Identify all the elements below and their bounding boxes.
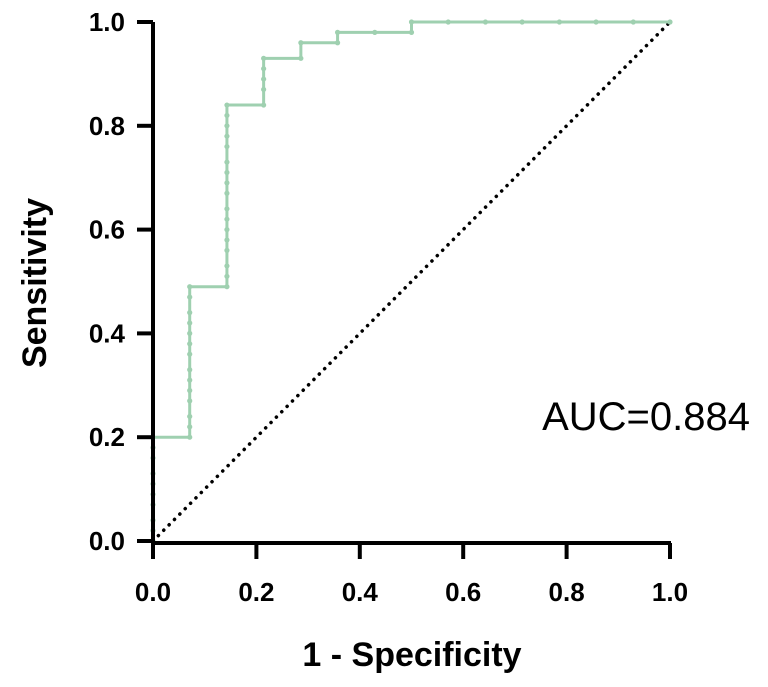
roc-point [187, 377, 193, 383]
roc-point [593, 19, 599, 25]
roc-point [298, 40, 304, 46]
roc-point [224, 263, 230, 269]
x-tick-label: 0.8 [549, 577, 585, 607]
x-tick-label: 0.6 [445, 577, 481, 607]
roc-point [224, 216, 230, 222]
roc-point [667, 19, 673, 25]
y-tick-label: 0.0 [89, 526, 125, 556]
roc-point [224, 123, 230, 129]
x-tick-label: 0.4 [342, 577, 379, 607]
roc-point [298, 55, 304, 61]
roc-point [445, 19, 451, 25]
roc-point [408, 19, 415, 25]
roc-point [224, 273, 230, 279]
roc-point [519, 19, 525, 25]
roc-point [187, 424, 193, 430]
roc-point [334, 29, 341, 35]
auc-annotation: AUC=0.884 [542, 395, 750, 439]
x-axis-title: 1 - Specificity [302, 636, 521, 674]
roc-point [224, 284, 230, 290]
roc-point [224, 133, 230, 139]
y-tick-label: 0.8 [89, 111, 125, 141]
roc-point [261, 55, 267, 61]
x-tick-label: 0.0 [135, 577, 171, 607]
roc-point [187, 351, 193, 357]
roc-point [224, 237, 230, 243]
roc-point [187, 367, 193, 373]
roc-point [187, 434, 193, 440]
roc-point [187, 387, 193, 394]
roc-point [187, 320, 193, 326]
roc-curve-line [151, 20, 670, 541]
roc-point [224, 159, 230, 165]
roc-point [224, 143, 230, 150]
roc-point [224, 180, 230, 186]
roc-point [630, 19, 636, 25]
y-axis-title: Sensitivity [16, 198, 54, 368]
roc-point [187, 310, 193, 316]
roc-point [224, 169, 230, 176]
roc-point [261, 86, 267, 93]
reference-diagonal-line [151, 20, 672, 543]
roc-point [187, 398, 193, 404]
roc-point [187, 341, 193, 347]
roc-point [261, 76, 267, 82]
roc-point [224, 190, 230, 196]
roc-point [408, 29, 415, 35]
roc-point [224, 227, 230, 233]
axis-ticks: 0.0 0.2 0.4 0.6 0.8 1.0 0.0 0.2 0.4 0.6 0.8 1.0 [89, 7, 688, 607]
roc-point [334, 40, 341, 46]
roc-point [556, 19, 562, 25]
plot-area [150, 19, 673, 544]
roc-point [224, 112, 230, 119]
roc-point [224, 206, 230, 212]
roc-point [372, 29, 378, 35]
x-tick-label: 0.2 [238, 577, 274, 607]
roc-point [224, 247, 230, 253]
y-tick-label: 0.4 [89, 318, 126, 348]
roc-point [187, 330, 193, 336]
roc-point [187, 284, 193, 290]
y-tick-label: 1.0 [89, 7, 125, 37]
roc-point [482, 19, 489, 25]
roc-point [261, 66, 267, 72]
x-tick-label: 1.0 [652, 577, 688, 607]
roc-point [187, 413, 193, 420]
roc-point [187, 294, 193, 300]
y-tick-label: 0.6 [89, 215, 125, 245]
y-tick-label: 0.2 [89, 422, 125, 452]
roc-point [261, 102, 267, 108]
roc-point [224, 102, 230, 108]
